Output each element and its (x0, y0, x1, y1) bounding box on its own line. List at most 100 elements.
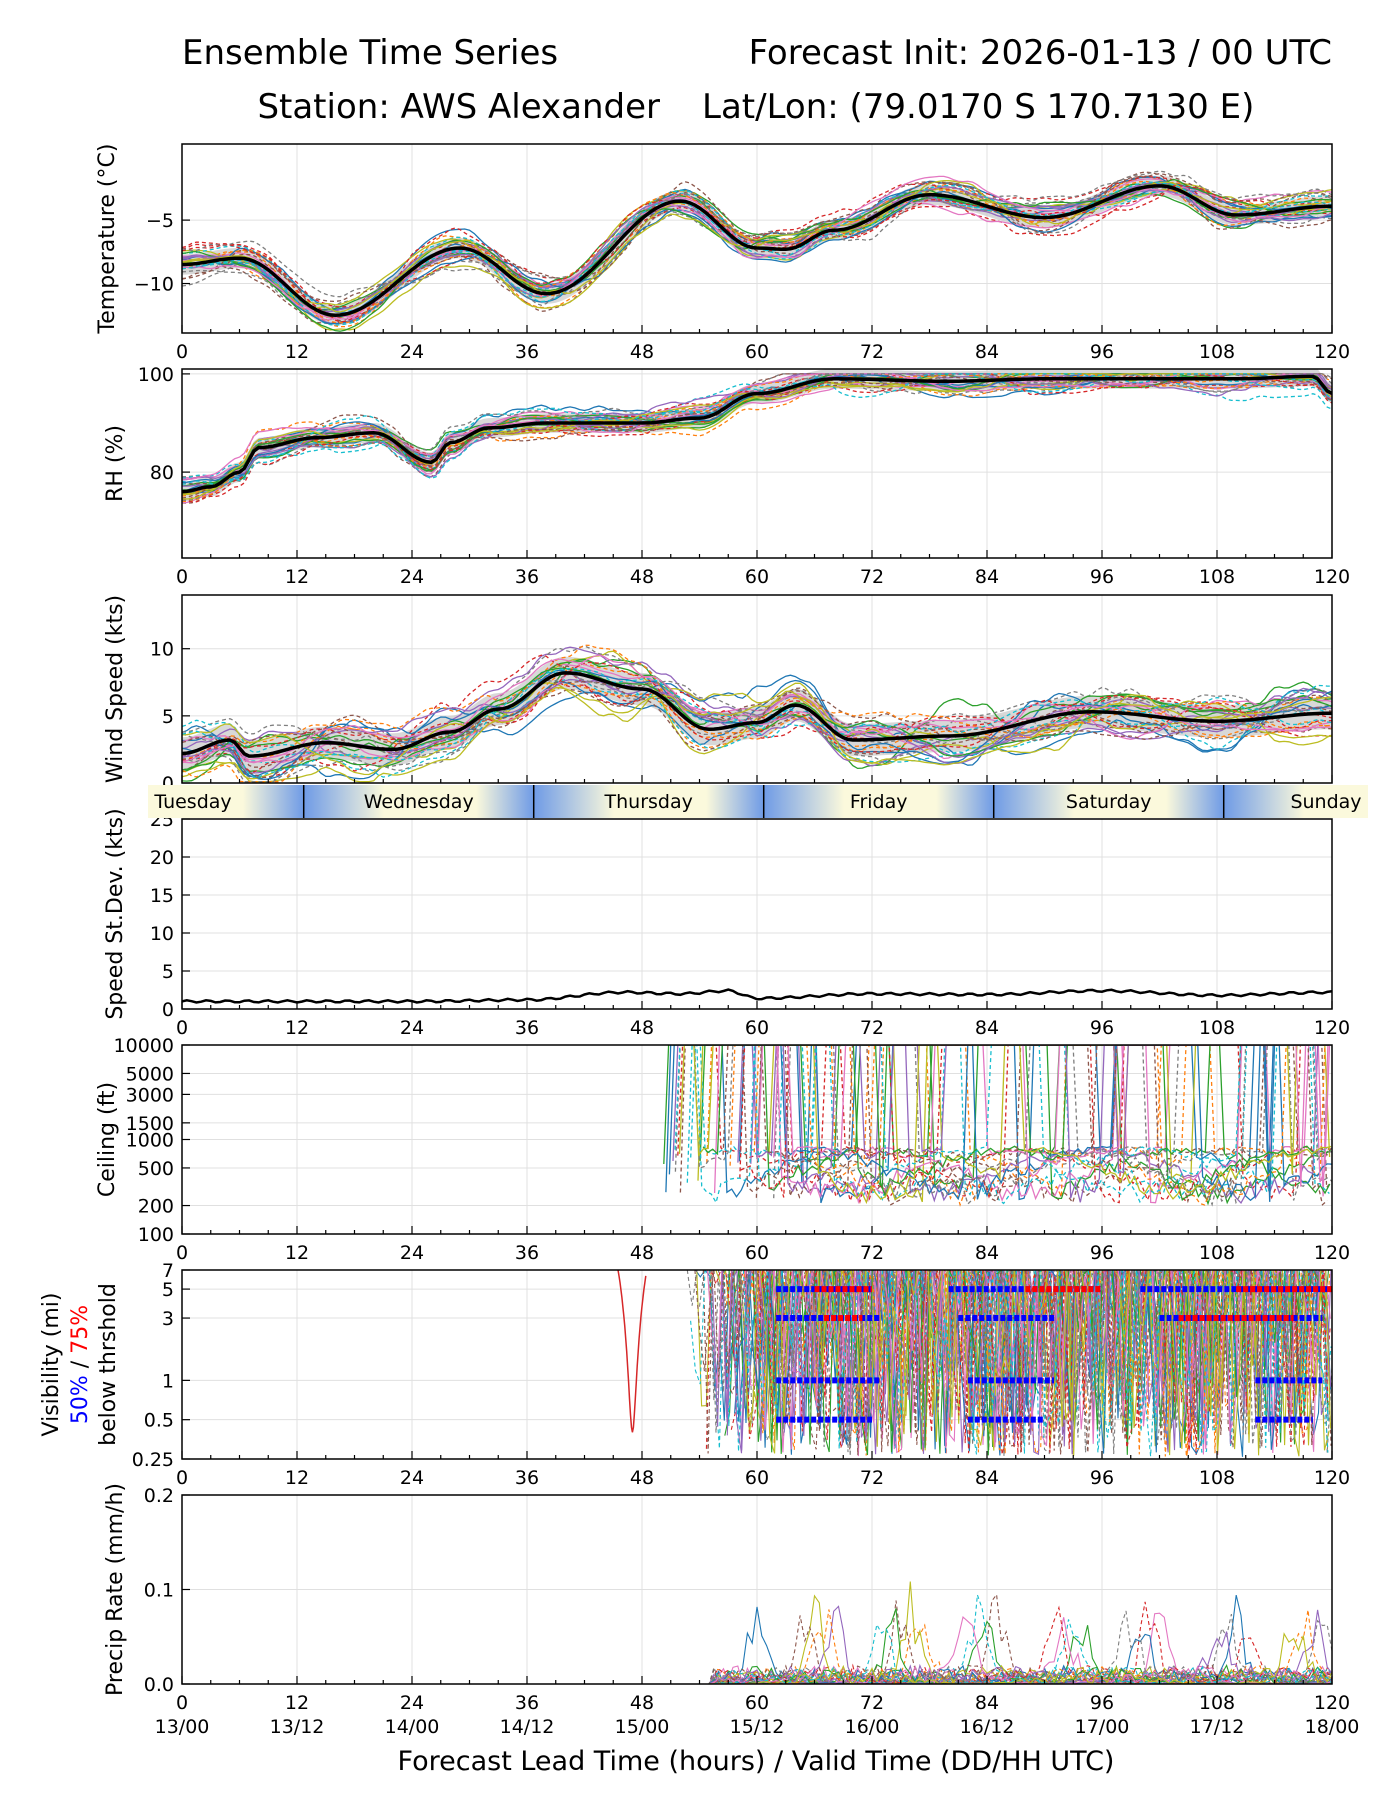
day-label: Saturday (1066, 791, 1152, 813)
x-tick-label: 120 (1314, 1017, 1350, 1039)
member-line (663, 1045, 1331, 1200)
member-line (763, 1270, 1330, 1453)
valid-time-label: 18/00 (1305, 1716, 1360, 1738)
member-line (182, 687, 1332, 776)
y-tick-label: 1500 (126, 1113, 174, 1135)
day-cell (763, 785, 994, 818)
x-tick-label: 60 (745, 566, 769, 588)
x-tick-label: 24 (400, 1242, 424, 1264)
y-tick-label: −5 (146, 210, 174, 232)
member-line (679, 1045, 1328, 1206)
y-tick-label: 7 (162, 1260, 174, 1282)
ensemble-mean-line (182, 374, 1332, 494)
x-tick-label: 36 (515, 1242, 539, 1264)
y-tick-label: 80 (150, 462, 174, 484)
x-tick-label: 72 (860, 566, 884, 588)
x-tick-label: 48 (630, 1242, 654, 1264)
x-tick-label: 72 (860, 1467, 884, 1489)
x-axis-label: Forecast Lead Time (hours) / Valid Time … (398, 1746, 1115, 1777)
y-tick-label: 0.0 (144, 1674, 174, 1696)
x-tick-label: 84 (975, 566, 999, 588)
y-axis-label-sd: Speed St.Dev. (kts) (103, 808, 128, 1019)
member-line (182, 1601, 1332, 1684)
x-tick-label: 48 (630, 1692, 654, 1714)
panels: −10−50 12 24 36 48 60 72 84 96 108 120Temperature … (39, 143, 1360, 1738)
y-tick-label: 5 (162, 1279, 174, 1301)
valid-time-label: 13/12 (270, 1716, 325, 1738)
member-line (182, 680, 1332, 779)
x-tick-label: 0 (176, 1242, 188, 1264)
day-label: Wednesday (364, 791, 474, 813)
x-tick-label: 60 (745, 341, 769, 363)
y-tick-label: −10 (134, 274, 174, 296)
x-tick-label: 108 (1199, 1017, 1235, 1039)
member-line (182, 687, 1332, 768)
day-cell (303, 785, 534, 818)
x-tick-label: 108 (1199, 1242, 1235, 1264)
y-tick-label: 5 (162, 961, 174, 983)
vis-axis-label: Visibility (mi) (39, 1293, 64, 1437)
x-tick-label: 60 (745, 1467, 769, 1489)
member-line (182, 678, 1332, 774)
member-line (686, 1045, 1330, 1205)
valid-time-label: 17/00 (1075, 1716, 1130, 1738)
x-tick-label: 84 (975, 1467, 999, 1489)
member-line (697, 1045, 1331, 1181)
valid-time-label: 15/00 (615, 1716, 670, 1738)
y-tick-label: 0.2 (144, 1485, 174, 1507)
member-line (734, 1270, 1329, 1455)
member-line (182, 654, 1332, 763)
panel-temp: −10 −5 0 12 24 36 48 60 72 84 96 108 120 Temperature … (95, 143, 1350, 363)
day-of-week-band: Tuesday Wednesday Thursday Friday Saturday Su… (148, 785, 1368, 818)
day-label: Friday (850, 791, 908, 813)
member-line (699, 1045, 1329, 1206)
x-tick-label: 36 (515, 1692, 539, 1714)
y-axis-label-rh: RH (%) (103, 425, 128, 502)
p50-label: 50% (68, 1375, 93, 1424)
x-tick-label: 48 (630, 1467, 654, 1489)
member-line (734, 1270, 1329, 1457)
x-tick-label: 48 (630, 566, 654, 588)
x-tick-label: 36 (515, 1017, 539, 1039)
y-tick-label: 3 (162, 1308, 174, 1330)
member-line (668, 1045, 1331, 1201)
member-line (737, 1045, 1328, 1204)
x-tick-label: 24 (400, 1467, 424, 1489)
x-tick-label: 72 (860, 341, 884, 363)
member-line (726, 1270, 1332, 1453)
y-tick-label: 1 (162, 1370, 174, 1392)
x-tick-label: 96 (1090, 1017, 1114, 1039)
speed-stdev-line (182, 988, 1332, 1004)
member-line (182, 659, 1332, 782)
x-tick-label: 84 (975, 1242, 999, 1264)
member-line (665, 1045, 1332, 1202)
y-tick-label: 20 (150, 847, 174, 869)
x-tick-label: 108 (1199, 1692, 1235, 1714)
x-tick-label: 120 (1314, 1692, 1350, 1714)
member-line (674, 1045, 1332, 1207)
x-tick-label: 96 (1090, 566, 1114, 588)
vis-percent-label: 50% / 75% (68, 1305, 93, 1424)
member-line (182, 373, 1332, 493)
member-line (706, 1045, 1330, 1197)
member-line (182, 645, 1332, 772)
x-tick-label: 24 (400, 1692, 424, 1714)
member-line (182, 665, 1332, 771)
x-tick-label: 60 (745, 1692, 769, 1714)
day-cell (533, 785, 764, 818)
y-axis-label-temp: Temperature (°C) (95, 144, 120, 335)
member-line (694, 1270, 1328, 1456)
y-tick-label: 10 (150, 639, 174, 661)
member-line (742, 1270, 1329, 1453)
member-line (182, 644, 1332, 783)
chart-title: Ensemble Time Series (182, 33, 558, 73)
member-line (182, 181, 1332, 319)
x-tick-label: 72 (860, 1692, 884, 1714)
member-line (182, 668, 1332, 778)
valid-time-label: 15/12 (730, 1716, 785, 1738)
day-label: Thursday (604, 791, 693, 813)
member-line (182, 373, 1332, 480)
x-tick-label: 72 (860, 1242, 884, 1264)
